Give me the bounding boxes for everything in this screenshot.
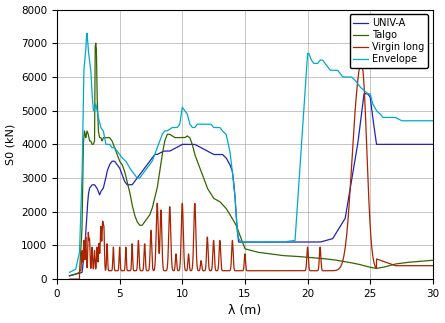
Virgin long xyxy=(285,269,290,273)
Legend: UNIV-A, Talgo, Virgin long, Envelope: UNIV-A, Talgo, Virgin long, Envelope xyxy=(349,15,428,68)
Line: Envelope: Envelope xyxy=(69,33,433,272)
Line: Virgin long: Virgin long xyxy=(69,62,433,279)
Talgo xyxy=(206,188,211,192)
Virgin long xyxy=(338,265,343,268)
Talgo xyxy=(67,274,72,278)
Talgo xyxy=(338,259,344,263)
UNIV-A xyxy=(366,93,371,97)
Virgin long xyxy=(366,186,371,190)
Line: UNIV-A: UNIV-A xyxy=(69,94,433,276)
Envelope xyxy=(133,174,138,178)
UNIV-A xyxy=(285,240,290,244)
Talgo xyxy=(430,258,436,262)
Y-axis label: S0 (kN): S0 (kN) xyxy=(5,124,16,165)
UNIV-A xyxy=(133,178,138,182)
Envelope xyxy=(338,72,344,76)
Envelope xyxy=(67,270,72,274)
Virgin long xyxy=(133,269,138,273)
Talgo xyxy=(366,265,371,269)
Line: Talgo: Talgo xyxy=(69,43,433,276)
Envelope xyxy=(366,92,371,96)
Envelope xyxy=(85,31,90,35)
Talgo xyxy=(133,216,138,220)
Virgin long xyxy=(206,255,211,259)
Virgin long xyxy=(303,267,308,271)
Talgo xyxy=(303,255,308,259)
Envelope xyxy=(430,119,436,123)
UNIV-A xyxy=(361,92,367,96)
Virgin long xyxy=(430,264,436,268)
UNIV-A xyxy=(430,142,436,146)
Talgo xyxy=(285,254,290,258)
Envelope xyxy=(206,122,211,126)
Envelope xyxy=(303,77,308,80)
UNIV-A xyxy=(338,224,343,228)
Talgo xyxy=(93,41,98,45)
UNIV-A xyxy=(303,240,308,244)
UNIV-A xyxy=(206,150,211,153)
X-axis label: λ (m): λ (m) xyxy=(228,305,262,318)
UNIV-A xyxy=(67,274,72,278)
Envelope xyxy=(285,239,290,243)
Virgin long xyxy=(67,277,72,281)
Virgin long xyxy=(359,60,364,64)
